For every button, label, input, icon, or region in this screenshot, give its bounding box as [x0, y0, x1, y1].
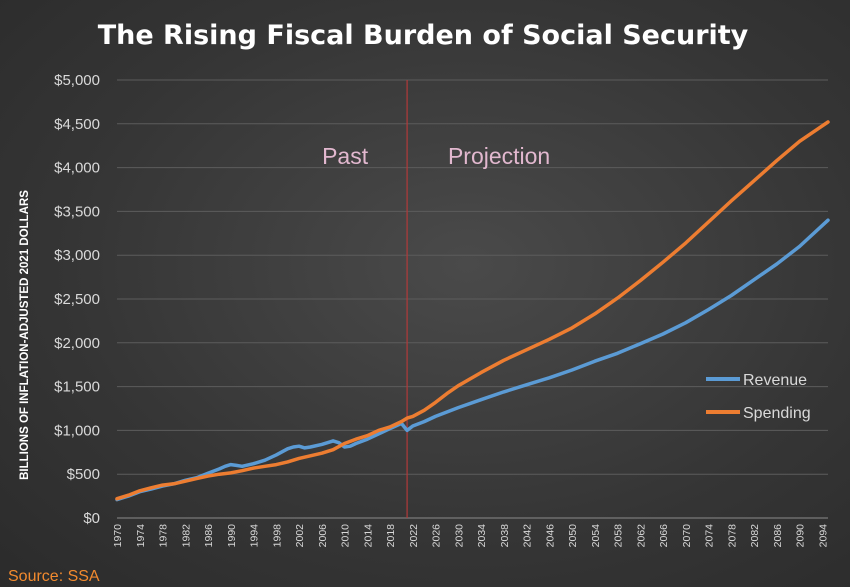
- legend-revenue-label: Revenue: [743, 372, 807, 389]
- x-tick-label: 2034: [476, 524, 488, 548]
- x-tick-label: 2010: [340, 524, 352, 548]
- x-tick-label: 1986: [203, 524, 215, 548]
- x-tick-label: 2094: [817, 524, 829, 548]
- x-tick-label: 2054: [590, 524, 602, 548]
- x-tick-label: 2006: [317, 524, 329, 548]
- y-tick-label: $4,000: [54, 160, 100, 177]
- legend: Revenue Spending: [706, 372, 811, 422]
- y-tick-label: $1,500: [54, 379, 100, 396]
- y-tick-label: $5,000: [54, 72, 100, 89]
- y-tick-label: $500: [67, 466, 100, 483]
- gridlines: [117, 79, 828, 519]
- y-tick-label: $0: [83, 510, 100, 527]
- x-tick-label: 2014: [362, 524, 374, 548]
- x-tick-label: 2002: [294, 524, 306, 548]
- x-tick-label: 2026: [431, 524, 443, 548]
- x-tick-label: 1974: [135, 524, 147, 548]
- y-axis-ticks: $0 $500 $1,000 $1,500 $2,000 $2,500 $3,000 $3,5…: [54, 72, 100, 527]
- x-tick-label: 1978: [158, 524, 170, 548]
- projection-label: Projection: [448, 143, 550, 169]
- source-note: Source: SSA: [8, 568, 100, 585]
- x-tick-label: 2022: [408, 524, 420, 548]
- x-tick-label: 2018: [385, 524, 397, 548]
- y-tick-label: $2,500: [54, 291, 100, 308]
- x-tick-label: 1970: [112, 524, 124, 548]
- chart-title: The Rising Fiscal Burden of Social Secur…: [98, 20, 749, 51]
- x-tick-label: 1994: [249, 524, 261, 548]
- x-tick-label: 2046: [544, 524, 556, 548]
- y-axis-label: BILLIONS OF INFLATION-ADJUSTED 2021 DOLL…: [19, 190, 31, 480]
- x-tick-label: 2090: [795, 524, 807, 548]
- series-line-spending: [115, 120, 830, 501]
- x-tick-label: 2082: [749, 524, 761, 548]
- series-lines: [115, 120, 830, 502]
- x-tick-label: 2066: [658, 524, 670, 548]
- series-line-revenue: [115, 218, 830, 502]
- y-tick-label: $3,000: [54, 247, 100, 264]
- x-tick-label: 1998: [271, 524, 283, 548]
- legend-spending-label: Spending: [743, 405, 811, 422]
- x-tick-label: 2062: [635, 524, 647, 548]
- x-tick-label: 1990: [226, 524, 238, 548]
- x-axis-ticks: 1970 1974 1978 1982 1986 1990 1994 1998 2002 2006…: [112, 524, 829, 548]
- y-tick-label: $3,500: [54, 203, 100, 220]
- x-tick-label: 2078: [726, 524, 738, 548]
- x-tick-label: 2070: [681, 524, 693, 548]
- y-tick-label: $1,000: [54, 422, 100, 439]
- x-tick-label: 2050: [567, 524, 579, 548]
- past-label: Past: [322, 143, 369, 169]
- x-tick-label: 2058: [613, 524, 625, 548]
- x-tick-label: 2074: [704, 524, 716, 548]
- x-tick-label: 2030: [453, 524, 465, 548]
- x-tick-label: 1982: [180, 524, 192, 548]
- y-tick-label: $4,500: [54, 116, 100, 133]
- x-tick-label: 2038: [499, 524, 511, 548]
- y-tick-label: $2,000: [54, 335, 100, 352]
- x-tick-label: 2086: [772, 524, 784, 548]
- x-tick-label: 2042: [522, 524, 534, 548]
